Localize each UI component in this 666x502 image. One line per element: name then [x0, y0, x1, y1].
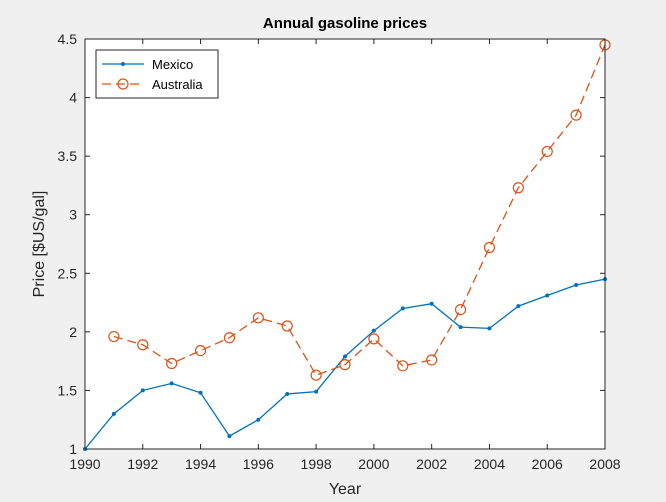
x-tick-label: 1990 [69, 456, 100, 472]
x-tick-label: 2000 [358, 456, 389, 472]
data-point-mexico [169, 381, 174, 386]
data-point-mexico [314, 389, 319, 394]
data-point-mexico [256, 417, 261, 422]
x-tick-label: 2006 [532, 456, 563, 472]
data-point-australia [281, 320, 293, 332]
data-point-mexico [140, 388, 145, 393]
legend-label-mexico: Mexico [152, 57, 193, 72]
data-point-australia [223, 332, 236, 344]
data-point-mexico [343, 354, 347, 359]
y-tick-label: 2.5 [58, 265, 78, 281]
data-point-australia [426, 354, 438, 366]
data-point-mexico [285, 391, 290, 396]
data-point-australia [137, 339, 149, 351]
data-point-australia [194, 345, 207, 357]
data-point-australia [512, 182, 524, 194]
data-point-australia [368, 333, 380, 345]
x-tick-label: 2004 [474, 456, 505, 472]
data-point-mexico [400, 306, 405, 311]
x-axis-title: Year [329, 481, 362, 498]
data-point-australia [252, 312, 264, 324]
y-tick-label: 2 [69, 324, 77, 340]
data-point-australia [541, 145, 553, 158]
data-point-australia [310, 369, 322, 381]
data-point-australia [570, 109, 582, 121]
data-point-australia [339, 359, 351, 371]
plot-area [85, 39, 605, 449]
y-tick-label: 1.5 [58, 382, 78, 398]
data-point-mexico [198, 390, 203, 395]
axes-layer: 1990 1992 1994 1996 1998 2000 2002 2004 2006 2008… [58, 31, 621, 472]
data-point-australia [108, 330, 120, 343]
y-tick-label: 1 [69, 441, 77, 457]
legend-marker-mexico [121, 62, 125, 66]
x-tick-label: 2002 [416, 456, 447, 472]
x-tick-label: 1996 [243, 456, 274, 472]
legend: Mexico Australia [95, 49, 219, 99]
series-layer [83, 39, 611, 451]
data-point-mexico [545, 293, 550, 298]
data-point-mexico [516, 304, 521, 309]
y-tick-label: 3 [69, 207, 77, 223]
y-tick-label: 4 [69, 90, 77, 106]
x-tick-label: 1998 [301, 456, 332, 472]
axes-box [84, 38, 606, 450]
legend-marker-australia [117, 78, 129, 90]
data-point-australia [454, 304, 467, 316]
data-point-mexico [574, 283, 579, 287]
y-axis-title: Price [$US/gal] [31, 191, 48, 298]
data-point-mexico [487, 326, 492, 331]
x-tick-label: 1992 [127, 456, 158, 472]
data-point-mexico [227, 434, 232, 439]
data-point-australia [483, 241, 496, 254]
data-point-mexico [371, 328, 376, 333]
y-tick-label: 3.5 [58, 148, 78, 164]
chart-title: Annual gasoline prices [263, 15, 427, 32]
data-point-mexico [429, 301, 434, 306]
data-point-australia [166, 357, 178, 370]
data-point-australia [397, 360, 409, 372]
x-tick-label: 2008 [589, 456, 620, 472]
y-tick-label: 4.5 [58, 31, 78, 47]
data-point-mexico [111, 411, 116, 416]
x-tick-label: 1994 [185, 456, 216, 472]
data-point-mexico [458, 325, 463, 330]
legend-box [95, 49, 219, 99]
legend-label-australia: Australia [152, 77, 203, 92]
